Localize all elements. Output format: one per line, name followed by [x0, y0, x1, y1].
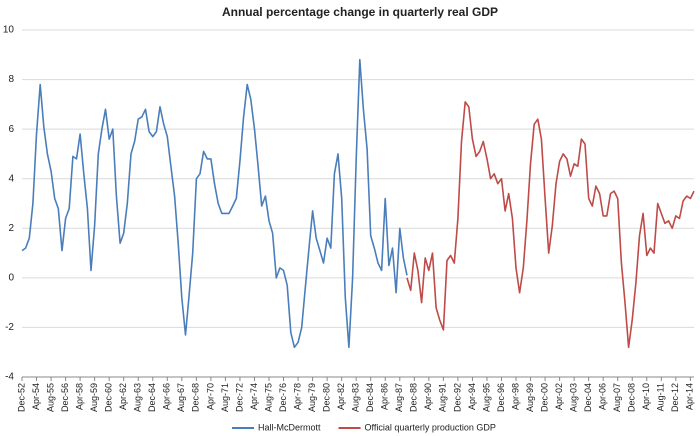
x-tick-label: Aug-03 — [569, 383, 579, 412]
x-tick-label: Dec-12 — [670, 383, 680, 412]
legend-label: Official quarterly production GDP — [365, 422, 496, 432]
x-tick-label: Aug-67 — [176, 383, 186, 412]
x-tick-label: Apr-82 — [336, 383, 346, 410]
x-tick-label: Apr-94 — [467, 383, 477, 410]
x-tick-label: Dec-60 — [104, 383, 114, 412]
x-tick-label: Dec-72 — [234, 383, 244, 412]
x-tick-label: Apr-14 — [685, 383, 695, 410]
x-tick-label: Aug-75 — [263, 383, 273, 412]
x-tick-label: Apr-98 — [510, 383, 520, 410]
y-tick-label: 4 — [8, 173, 14, 184]
x-tick-label: Dec-04 — [583, 383, 593, 412]
x-tick-label: Apr-70 — [205, 383, 215, 410]
x-tick-label: Dec-56 — [60, 383, 70, 412]
y-tick-label: 0 — [8, 272, 14, 283]
x-tick-label: Apr-86 — [380, 383, 390, 410]
x-tick-label: Apr-78 — [292, 383, 302, 410]
x-tick-label: Apr-62 — [118, 383, 128, 410]
x-tick-label: Apr-74 — [249, 383, 259, 410]
x-tick-label: Apr-54 — [31, 383, 41, 410]
x-tick-label: Dec-84 — [365, 383, 375, 412]
x-tick-label: Apr-90 — [423, 383, 433, 410]
x-tick-label: Apr-66 — [162, 383, 172, 410]
x-tick-label: Aug-63 — [133, 383, 143, 412]
legend-label: Hall-McDermott — [258, 422, 321, 432]
x-tick-label: Aug-79 — [307, 383, 317, 412]
x-tick-label: Aug-87 — [394, 383, 404, 412]
series-line — [406, 101, 695, 349]
x-tick-label: Apr-10 — [641, 383, 651, 410]
x-tick-label: Aug-11 — [656, 383, 666, 411]
y-tick-label: 2 — [8, 223, 14, 234]
x-tick-label: Aug-99 — [525, 383, 535, 412]
y-tick-label: -4 — [5, 372, 14, 383]
series-line — [21, 58, 408, 349]
x-tick-label: Dec-88 — [409, 383, 419, 412]
x-tick-label: Apr-06 — [598, 383, 608, 410]
y-tick-label: 8 — [8, 74, 14, 85]
y-tick-label: -2 — [5, 322, 14, 333]
x-tick-label: Dec-96 — [496, 383, 506, 412]
chart-title: Annual percentage change in quarterly re… — [222, 5, 498, 19]
x-tick-label: Aug-71 — [220, 383, 230, 412]
x-tick-label: Dec-76 — [278, 383, 288, 412]
x-tick-label: Dec-92 — [452, 383, 462, 412]
x-tick-label: Dec-68 — [191, 383, 201, 412]
x-tick-label: Apr-02 — [554, 383, 564, 410]
y-tick-label: 6 — [8, 124, 14, 135]
x-tick-label: Aug-91 — [438, 383, 448, 412]
x-tick-label: Aug-55 — [45, 383, 55, 412]
x-tick-label: Aug-07 — [612, 383, 622, 412]
y-tick-label: 10 — [3, 25, 15, 36]
x-tick-label: Aug-83 — [351, 383, 361, 412]
x-tick-label: Dec-00 — [539, 383, 549, 412]
x-tick-label: Dec-80 — [321, 383, 331, 412]
x-tick-label: Aug-95 — [481, 383, 491, 412]
x-tick-label: Dec-08 — [627, 383, 637, 412]
x-tick-label: Dec-52 — [16, 383, 26, 412]
x-tick-label: Dec-64 — [147, 383, 157, 412]
x-tick-label: Apr-58 — [74, 383, 84, 410]
x-tick-label: Aug-59 — [89, 383, 99, 412]
